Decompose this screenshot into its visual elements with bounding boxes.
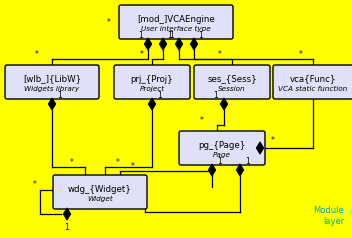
Text: 1: 1 [214,90,218,99]
Polygon shape [63,208,71,220]
Text: 1: 1 [58,90,62,99]
FancyBboxPatch shape [194,65,270,99]
Text: prj_{Proj}: prj_{Proj} [131,74,174,84]
Text: *: * [116,159,120,168]
FancyBboxPatch shape [119,5,233,39]
FancyBboxPatch shape [5,65,99,99]
Text: *: * [107,18,111,26]
Polygon shape [220,98,228,110]
Text: *: * [35,50,39,60]
Text: *: * [271,135,275,144]
Text: *: * [200,116,204,125]
Text: User interface type: User interface type [141,26,211,32]
Text: ses_{Sess}: ses_{Sess} [207,74,257,84]
Text: 1: 1 [218,157,222,165]
Text: *: * [33,179,37,188]
Text: wdg_{Widget}: wdg_{Widget} [68,184,132,193]
Text: *: * [131,163,135,172]
Text: 1: 1 [246,157,250,165]
Text: Project: Project [139,86,165,92]
Polygon shape [149,98,156,110]
Text: Page: Page [213,152,231,158]
Polygon shape [208,164,215,176]
Polygon shape [190,38,197,50]
Polygon shape [159,38,166,50]
Polygon shape [49,98,56,110]
Text: Module
layer: Module layer [313,206,344,226]
Polygon shape [237,164,244,176]
Text: Session: Session [218,86,246,92]
Text: *: * [140,50,144,60]
Text: 1: 1 [65,223,69,232]
Polygon shape [175,38,183,50]
Text: *: * [70,159,74,168]
Text: 1: 1 [170,30,174,40]
Text: 1: 1 [158,90,162,99]
Polygon shape [144,38,152,50]
Polygon shape [256,142,264,154]
FancyBboxPatch shape [273,65,352,99]
Text: *: * [218,50,222,60]
Text: [mod_]VCAEngine: [mod_]VCAEngine [137,15,215,24]
Text: pg_{Page}: pg_{Page} [198,140,246,149]
Text: *: * [299,50,303,60]
FancyBboxPatch shape [179,131,265,165]
Text: vca{Func}: vca{Func} [290,74,336,84]
Text: 1: 1 [139,30,143,40]
Text: [wlb_]{LibW}: [wlb_]{LibW} [23,74,81,84]
Text: 1: 1 [168,30,172,40]
Text: Widgets library: Widgets library [24,86,80,92]
Text: Widget: Widget [87,196,113,202]
FancyBboxPatch shape [114,65,190,99]
Text: 1: 1 [199,30,203,40]
Text: VCA static function: VCA static function [278,86,348,92]
FancyBboxPatch shape [53,175,147,209]
